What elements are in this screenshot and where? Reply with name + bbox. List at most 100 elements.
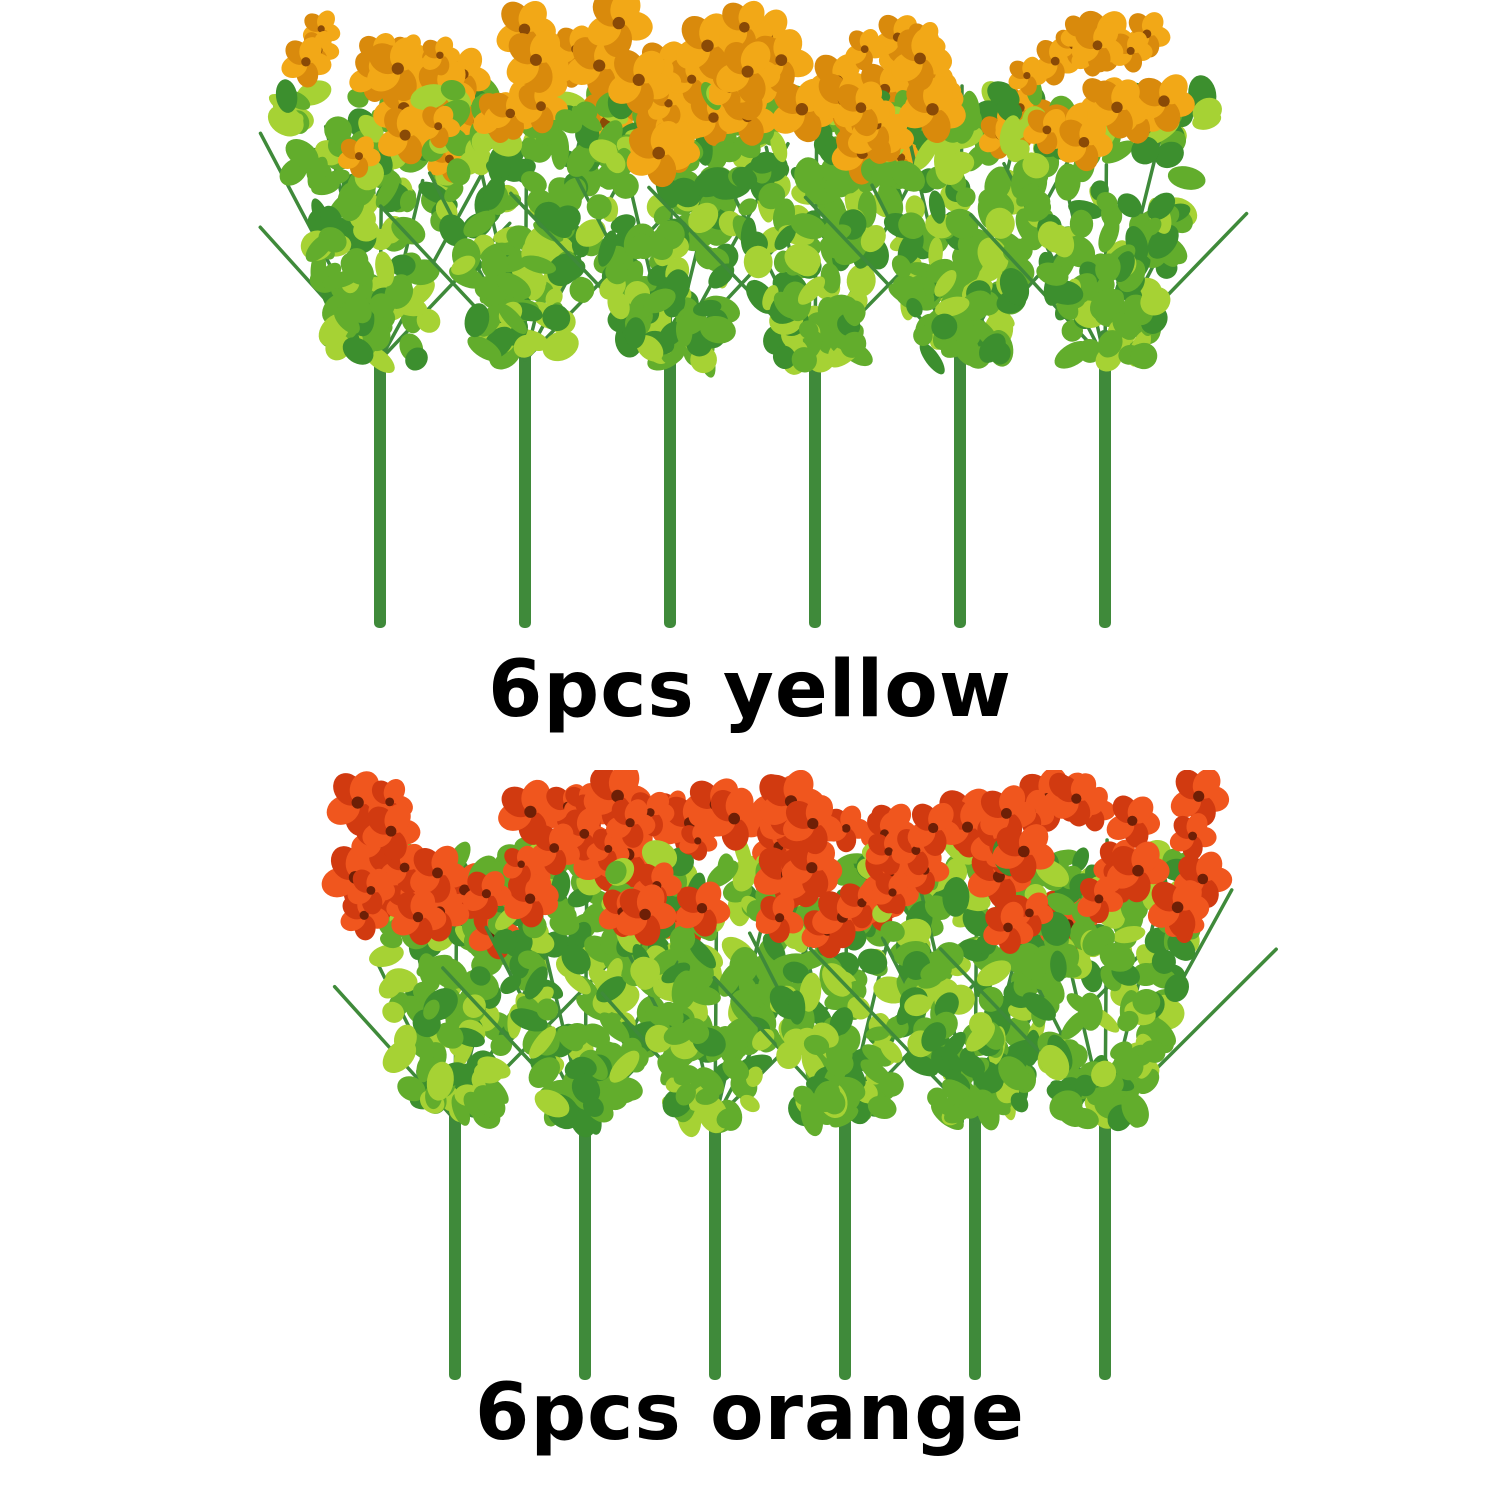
leaf: [906, 297, 923, 318]
flower-center: [884, 847, 893, 856]
flower-center: [645, 808, 655, 817]
leaf: [880, 920, 905, 942]
petal: [960, 798, 988, 829]
flower-center: [1197, 873, 1209, 885]
flower: [907, 802, 961, 856]
leaf: [829, 1106, 859, 1128]
leaf: [791, 347, 817, 373]
leaf: [790, 248, 819, 277]
leaf: [490, 1034, 513, 1057]
flower-center: [962, 821, 973, 833]
flower-center: [518, 23, 531, 35]
leaf: [687, 1023, 710, 1045]
petal: [773, 29, 803, 63]
leaf: [1117, 1010, 1139, 1032]
leaf: [740, 217, 757, 256]
stem: [519, 330, 531, 628]
leaf: [416, 1057, 431, 1083]
leaf: [891, 255, 912, 278]
leaf: [653, 205, 672, 225]
leaf: [599, 1012, 630, 1043]
leaf: [693, 167, 732, 198]
flower-center: [611, 789, 624, 803]
leaf: [1144, 927, 1171, 954]
leaf: [333, 307, 360, 334]
flower: [391, 889, 447, 946]
petal: [650, 120, 682, 156]
leaf: [660, 1001, 684, 1027]
leaf: [1110, 1041, 1133, 1060]
leaf: [865, 1026, 891, 1041]
leaf: [555, 109, 583, 134]
petal: [410, 889, 436, 919]
flower-center: [593, 59, 606, 72]
leaf: [1078, 992, 1103, 1031]
leaf: [695, 1067, 725, 1096]
leaf: [1054, 340, 1091, 369]
leaf: [380, 931, 403, 949]
leaf: [605, 860, 627, 885]
leaf: [529, 1026, 556, 1059]
leaf: [772, 198, 796, 233]
flower-center: [741, 65, 754, 78]
leaf: [731, 166, 758, 190]
leaf: [657, 1053, 681, 1078]
flower-center: [664, 99, 673, 108]
flower: [608, 49, 672, 114]
leaf: [1010, 1092, 1029, 1113]
leaf: [716, 1108, 741, 1129]
flower: [702, 787, 766, 851]
leaf: [497, 303, 527, 335]
leaf: [998, 1056, 1030, 1091]
flower-center: [355, 152, 363, 161]
yellow-bouquets-image: [258, 0, 1249, 628]
branch: [969, 213, 1107, 362]
leaf: [399, 190, 417, 213]
leaf: [1132, 988, 1161, 1015]
flower-center: [524, 805, 537, 818]
stem: [954, 330, 966, 628]
flower-center: [391, 62, 404, 75]
flower: [1008, 56, 1047, 96]
leaf: [1151, 949, 1176, 974]
flower: [992, 824, 1055, 884]
flower: [281, 37, 332, 88]
leaf: [1120, 896, 1143, 926]
bouquet-yellow-5: [803, 22, 1080, 628]
flower-center: [1050, 56, 1060, 66]
leaf: [762, 933, 786, 963]
stem: [579, 1090, 591, 1380]
petal: [396, 106, 423, 137]
leaf: [440, 79, 466, 101]
flower-center: [481, 889, 491, 899]
leaf: [773, 291, 799, 319]
flower-center: [604, 844, 613, 853]
leaf: [492, 928, 518, 954]
flower-center: [1071, 793, 1082, 804]
flower: [1057, 117, 1113, 172]
leaf: [462, 994, 486, 1018]
petal: [725, 787, 754, 821]
leaf: [675, 315, 693, 347]
flower-center: [639, 908, 651, 921]
leaf: [1117, 193, 1142, 218]
petal: [772, 893, 795, 919]
leaf: [534, 1089, 570, 1118]
stem: [374, 330, 386, 628]
flower-center: [841, 824, 851, 833]
leaf: [931, 313, 958, 340]
leaf: [788, 990, 806, 1025]
leaf: [1099, 943, 1136, 972]
leaf: [904, 1052, 939, 1077]
flower: [498, 779, 564, 845]
flower: [347, 868, 395, 915]
leaf: [1074, 1074, 1096, 1097]
flower: [506, 30, 569, 93]
flower-center: [359, 910, 369, 920]
leaf: [934, 269, 957, 297]
flower-center: [432, 867, 443, 879]
flower: [891, 27, 953, 91]
flower-center: [301, 57, 311, 67]
leaf: [275, 79, 298, 113]
leaf: [934, 296, 970, 317]
